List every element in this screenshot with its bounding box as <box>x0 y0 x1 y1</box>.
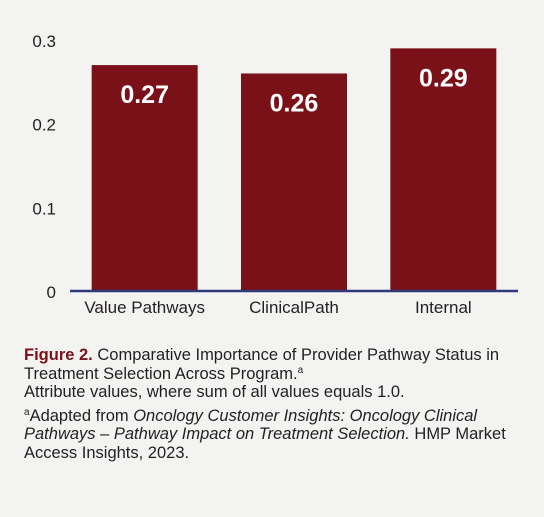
bar-value-label: 0.29 <box>419 64 468 92</box>
x-category-label: ClinicalPath <box>249 298 339 317</box>
y-tick-label: 0.2 <box>32 116 56 135</box>
y-tick-label: 0.3 <box>32 32 56 51</box>
caption-source-note: aAdapted from Oncology Customer Insights… <box>24 407 524 463</box>
bar <box>91 65 198 291</box>
x-category-label: Value Pathways <box>84 298 205 317</box>
note-source-title: Oncology Customer Insights: Oncology Cli… <box>24 406 478 444</box>
bar-value-label: 0.27 <box>120 81 169 109</box>
note-prefix: Adapted from <box>29 406 134 425</box>
x-category-label: Internal <box>415 298 472 317</box>
caption-title: Figure 2. Comparative Importance of Prov… <box>24 346 524 383</box>
bar-chart: 0 0.1 0.2 0.3 0.27 Value Pathways 0.26 Clinical… <box>32 32 518 317</box>
figure-label: Figure 2. <box>24 346 93 364</box>
y-tick-label: 0 <box>47 283 56 302</box>
caption-footnote-marker: a <box>297 364 304 376</box>
caption-title-text: Comparative Importance of Provider Pathw… <box>24 346 500 383</box>
y-tick-label: 0.1 <box>32 199 56 218</box>
note-suffix: HMP Market Access Insights, 2023. <box>24 425 506 462</box>
bar-value-label: 0.26 <box>270 89 319 117</box>
bar <box>390 48 497 291</box>
bar <box>241 73 347 291</box>
figure-caption: Figure 2. Comparative Importance of Prov… <box>24 346 524 462</box>
caption-subtitle: Attribute values, where sum of all value… <box>24 383 405 401</box>
note-footnote-marker: a <box>24 406 30 418</box>
